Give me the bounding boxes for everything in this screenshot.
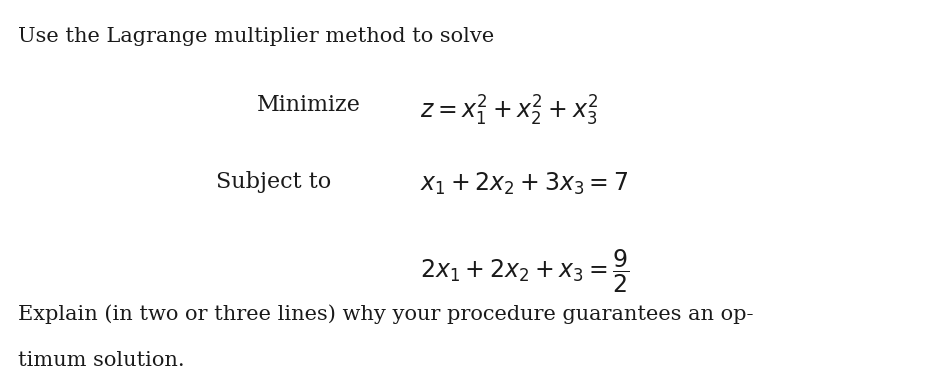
- Text: timum solution.: timum solution.: [18, 351, 184, 370]
- Text: Use the Lagrange multiplier method to solve: Use the Lagrange multiplier method to so…: [18, 28, 494, 46]
- Text: Subject to: Subject to: [217, 171, 332, 193]
- Text: $2x_1 + 2x_2 + x_3 = \dfrac{9}{2}$: $2x_1 + 2x_2 + x_3 = \dfrac{9}{2}$: [419, 247, 630, 295]
- Text: Minimize: Minimize: [257, 94, 361, 116]
- Text: $z = x_1^2 + x_2^2 + x_3^2$: $z = x_1^2 + x_2^2 + x_3^2$: [419, 94, 598, 128]
- Text: $x_1 + 2x_2 + 3x_3 = 7$: $x_1 + 2x_2 + 3x_3 = 7$: [419, 171, 628, 197]
- Text: Explain (in two or three lines) why your procedure guarantees an op-: Explain (in two or three lines) why your…: [18, 304, 753, 324]
